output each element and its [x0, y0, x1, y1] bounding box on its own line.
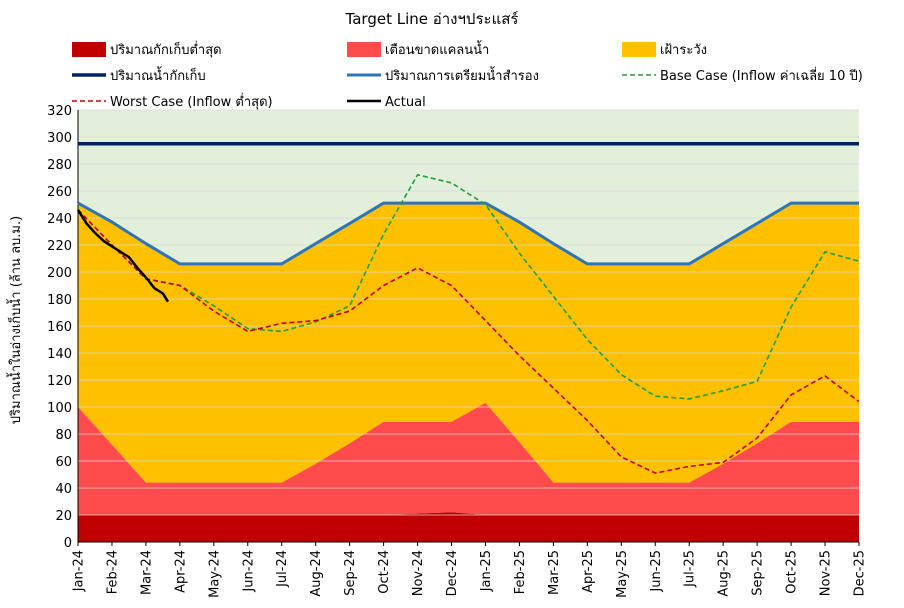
y-tick-label: 60 [55, 455, 72, 470]
legend-label-reserve: ปริมาณการเตรียมน้ำสำรอง [385, 66, 539, 84]
legend-label-capacity: ปริมาณน้ำกักเก็บ [110, 66, 206, 84]
area-warning [78, 402, 859, 515]
legend-swatch-watch [622, 42, 656, 57]
y-tick-label: 0 [64, 536, 72, 551]
x-tick-label: Jun-24 [241, 550, 256, 593]
x-tick-label: Oct-24 [377, 550, 392, 594]
legend-label-watch: เฝ้าระวัง [660, 43, 707, 58]
plot-area [76, 109, 860, 543]
y-tick-label: 140 [47, 347, 72, 362]
x-tick-label: Mar-25 [547, 550, 562, 595]
line-base-case [77, 173, 860, 400]
y-tick-label: 20 [55, 509, 72, 524]
x-tick-label: Sep-24 [343, 550, 358, 596]
x-tick-label: Sep-25 [751, 550, 766, 596]
y-tick-label: 300 [47, 131, 72, 146]
x-tick-label: May-25 [615, 550, 630, 598]
x-tick-label: Jul-25 [683, 550, 698, 588]
x-tick-label: Dec-24 [445, 550, 460, 596]
legend-label-worst-case: Worst Case (Inflow ต่ำสุด) [110, 93, 273, 110]
legend-label-warning: เตือนขาดแคลนน้ำ [385, 40, 489, 58]
x-tick-label: Aug-25 [717, 550, 732, 597]
chart-title: Target Line อ่างฯประแสร์ [345, 10, 519, 28]
x-axis-ticks: Jan-24 Feb-24 Mar-24 Apr-24 May-24 Jun-24 Jul-… [72, 542, 868, 598]
y-tick-label: 180 [47, 293, 72, 308]
x-tick-label: Jan-25 [479, 550, 494, 592]
y-tick-label: 220 [47, 239, 72, 254]
y-tick-label: 320 [47, 104, 72, 119]
x-tick-label: Nov-24 [411, 550, 426, 596]
area-surplus [78, 110, 859, 264]
x-tick-label: Jun-25 [649, 550, 664, 593]
y-tick-label: 240 [47, 212, 72, 227]
y-tick-label: 260 [47, 185, 72, 200]
legend-swatch-warning [347, 42, 381, 57]
legend-swatch-dead-storage [72, 42, 106, 57]
legend-label-base-case: Base Case (Inflow ค่าเฉลี่ย 10 ปี) [660, 67, 863, 84]
y-tick-label: 120 [47, 374, 72, 389]
legend-label-dead-storage: ปริมาณกักเก็บต่ำสุด [110, 40, 222, 58]
line-actual [76, 209, 170, 303]
gridlines [78, 109, 859, 516]
x-tick-label: Aug-24 [309, 550, 324, 597]
y-tick-label: 160 [47, 320, 72, 335]
x-tick-label: Feb-24 [105, 550, 120, 594]
x-tick-label: Nov-25 [819, 550, 834, 596]
area-watch [78, 203, 859, 483]
y-axis-label: ปริมาณน้ำในอ่างเก็บน้ำ (ล้าน ลบ.ม.) [6, 216, 24, 424]
x-tick-label: Oct-25 [785, 550, 800, 594]
x-tick-label: Jan-24 [72, 550, 87, 592]
x-tick-label: Feb-25 [513, 550, 528, 594]
y-tick-label: 80 [55, 428, 72, 443]
x-tick-label: Dec-25 [853, 550, 868, 596]
legend-label-actual: Actual [385, 95, 426, 110]
x-tick-label: May-24 [207, 550, 222, 598]
line-reserve [77, 201, 859, 266]
x-tick-label: Jul-24 [275, 550, 290, 588]
y-axis-ticks: 0 20 40 60 80 100 120 140 160 180 200 220 240 260 280 3… [47, 104, 72, 551]
y-tick-label: 40 [55, 482, 72, 497]
y-tick-label: 280 [47, 158, 72, 173]
y-tick-label: 100 [47, 401, 72, 416]
x-tick-label: Apr-25 [581, 550, 596, 593]
x-tick-label: Mar-24 [139, 550, 154, 595]
y-tick-label: 200 [47, 266, 72, 281]
legend: ปริมาณกักเก็บต่ำสุด เตือนขาดแคลนน้ำ เฝ้า… [72, 40, 863, 110]
x-tick-label: Apr-24 [173, 550, 188, 593]
area-dead-storage [78, 512, 859, 542]
